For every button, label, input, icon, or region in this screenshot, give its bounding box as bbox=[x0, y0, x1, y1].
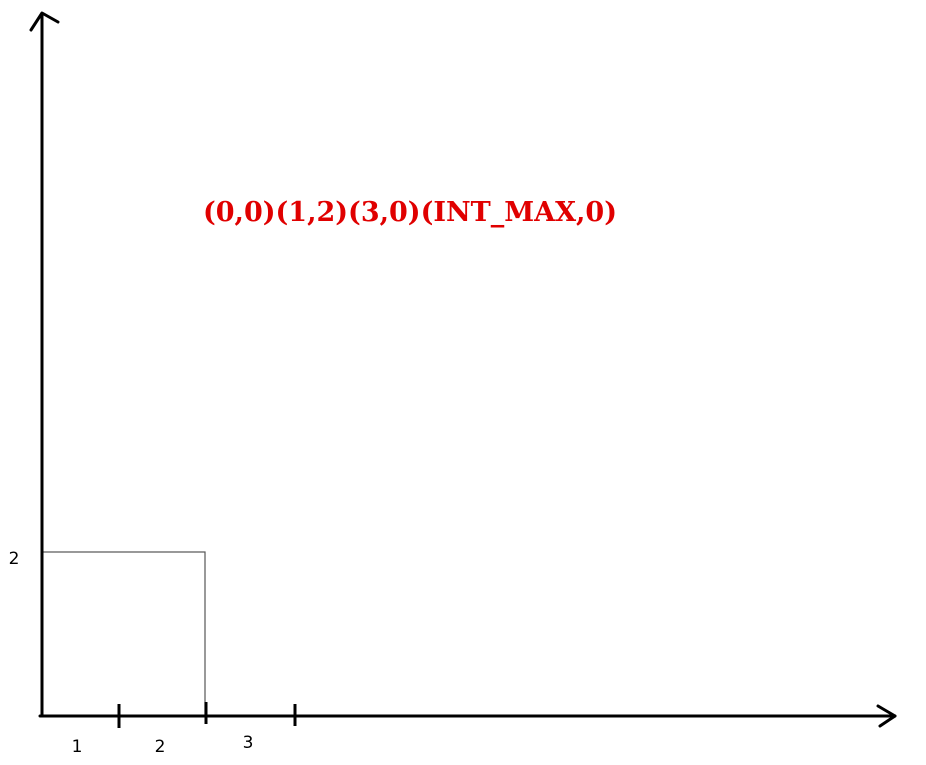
y-tick-label-2: 2 bbox=[9, 549, 20, 569]
x-axis-arrowhead bbox=[876, 704, 897, 728]
x-tick-label-3: 3 bbox=[243, 733, 254, 753]
region-rectangle bbox=[41, 551, 206, 717]
x-tick-label-2: 2 bbox=[155, 737, 166, 757]
y-axis-arrowhead bbox=[29, 11, 60, 32]
points-annotation: (0,0)(1,2)(3,0)(INT_MAX,0) bbox=[203, 197, 617, 228]
x-tick-label-1: 1 bbox=[72, 737, 83, 757]
